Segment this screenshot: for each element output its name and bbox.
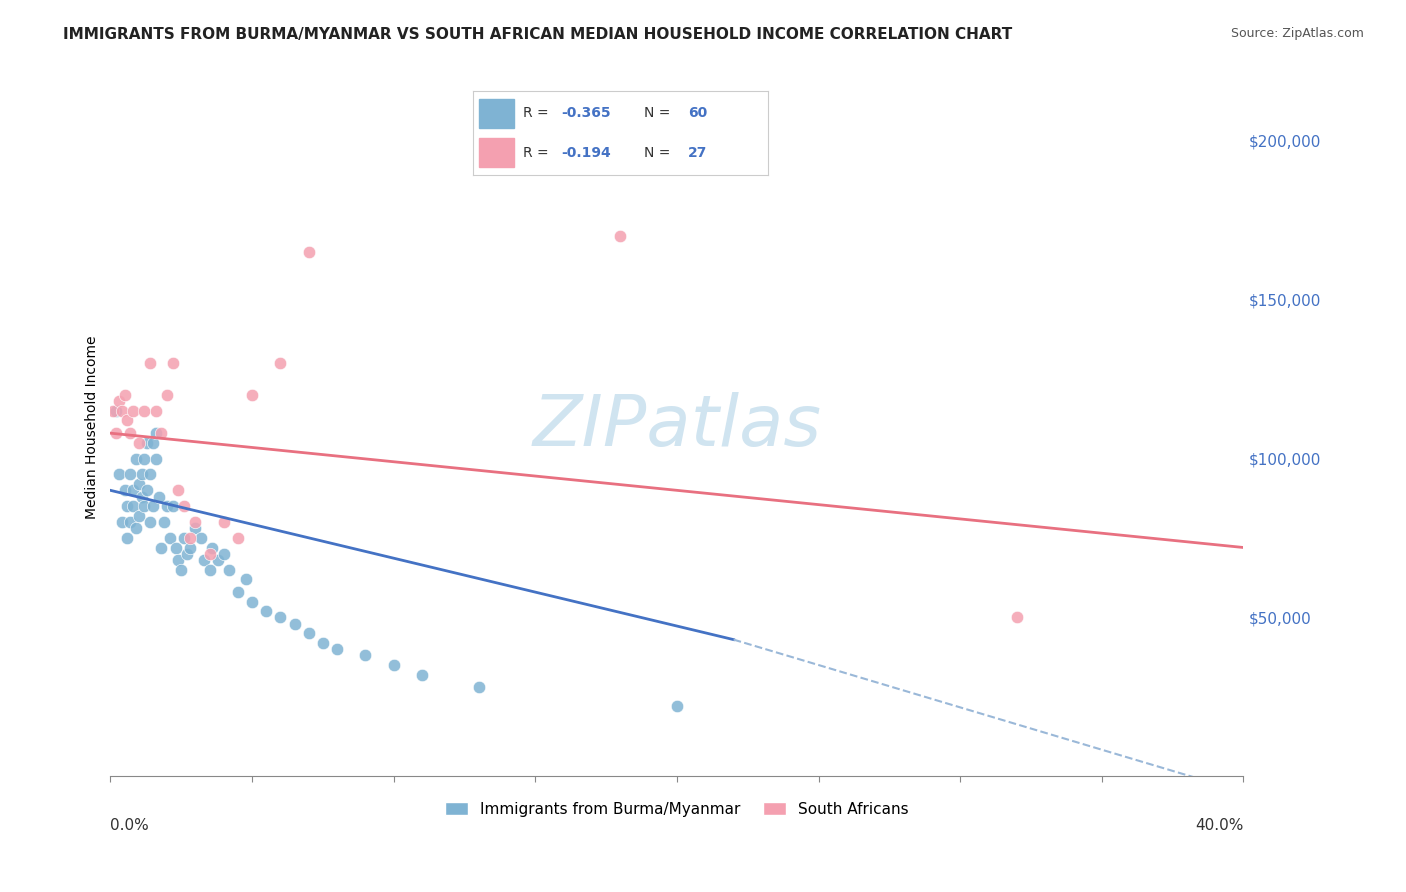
Point [114, 388, 136, 402]
Point [148, 490, 170, 504]
Point [198, 547, 221, 561]
Point [467, 680, 489, 694]
Point [190, 531, 212, 545]
Point [117, 531, 139, 545]
Point [665, 699, 688, 714]
Point [382, 658, 405, 673]
Point [142, 435, 165, 450]
Point [134, 500, 156, 514]
Point [411, 667, 433, 681]
Point [162, 500, 184, 514]
Point [198, 563, 221, 577]
Point [145, 451, 167, 466]
Point [120, 426, 142, 441]
Point [134, 404, 156, 418]
Point [111, 404, 134, 418]
Point [609, 229, 631, 244]
Point [128, 435, 150, 450]
Point [283, 616, 305, 631]
Point [139, 467, 162, 482]
Point [105, 426, 128, 441]
Point [298, 245, 321, 260]
Point [108, 467, 131, 482]
Point [145, 426, 167, 441]
Point [156, 388, 179, 402]
Point [120, 467, 142, 482]
Point [176, 547, 198, 561]
Point [226, 531, 249, 545]
Point [179, 531, 201, 545]
Point [105, 404, 128, 418]
Point [173, 500, 195, 514]
Point [117, 413, 139, 427]
Point [108, 394, 131, 409]
Point [212, 515, 235, 529]
Point [156, 500, 179, 514]
Point [326, 642, 349, 657]
Text: IMMIGRANTS FROM BURMA/MYANMAR VS SOUTH AFRICAN MEDIAN HOUSEHOLD INCOME CORRELATI: IMMIGRANTS FROM BURMA/MYANMAR VS SOUTH A… [63, 27, 1012, 42]
Legend: Immigrants from Burma/Myanmar, South Africans: Immigrants from Burma/Myanmar, South Afr… [437, 794, 917, 824]
Point [298, 626, 321, 640]
Point [136, 435, 159, 450]
Point [111, 515, 134, 529]
Point [159, 531, 181, 545]
Point [117, 500, 139, 514]
Point [131, 467, 153, 482]
Point [167, 483, 190, 498]
Point [184, 515, 207, 529]
Point [226, 585, 249, 599]
Point [122, 483, 145, 498]
Point [120, 515, 142, 529]
Point [128, 477, 150, 491]
Text: 0.0%: 0.0% [111, 818, 149, 833]
Point [131, 490, 153, 504]
Point [254, 604, 277, 618]
Text: Source: ZipAtlas.com: Source: ZipAtlas.com [1230, 27, 1364, 40]
Point [162, 356, 184, 370]
Point [122, 500, 145, 514]
Point [170, 563, 193, 577]
Point [114, 483, 136, 498]
Text: ZIPatlas: ZIPatlas [533, 392, 821, 461]
Point [134, 451, 156, 466]
Point [201, 541, 224, 555]
Point [218, 563, 240, 577]
Point [125, 451, 148, 466]
Point [173, 531, 195, 545]
Point [207, 553, 229, 567]
Point [179, 541, 201, 555]
Point [167, 553, 190, 567]
Point [142, 500, 165, 514]
Point [354, 648, 377, 663]
Point [165, 541, 187, 555]
Point [145, 404, 167, 418]
Point [153, 515, 176, 529]
Point [150, 426, 173, 441]
Point [269, 356, 291, 370]
Point [150, 541, 173, 555]
Point [212, 547, 235, 561]
Point [312, 636, 335, 650]
Point [193, 553, 215, 567]
Point [103, 404, 125, 418]
Point [139, 515, 162, 529]
Text: 40.0%: 40.0% [1195, 818, 1243, 833]
Point [139, 356, 162, 370]
Point [240, 388, 263, 402]
Point [240, 594, 263, 608]
Point [1005, 610, 1028, 624]
Point [269, 610, 291, 624]
Point [128, 508, 150, 523]
Point [184, 521, 207, 535]
Point [122, 404, 145, 418]
Point [136, 483, 159, 498]
Point [125, 521, 148, 535]
Y-axis label: Median Household Income: Median Household Income [86, 335, 100, 518]
Point [235, 572, 257, 586]
